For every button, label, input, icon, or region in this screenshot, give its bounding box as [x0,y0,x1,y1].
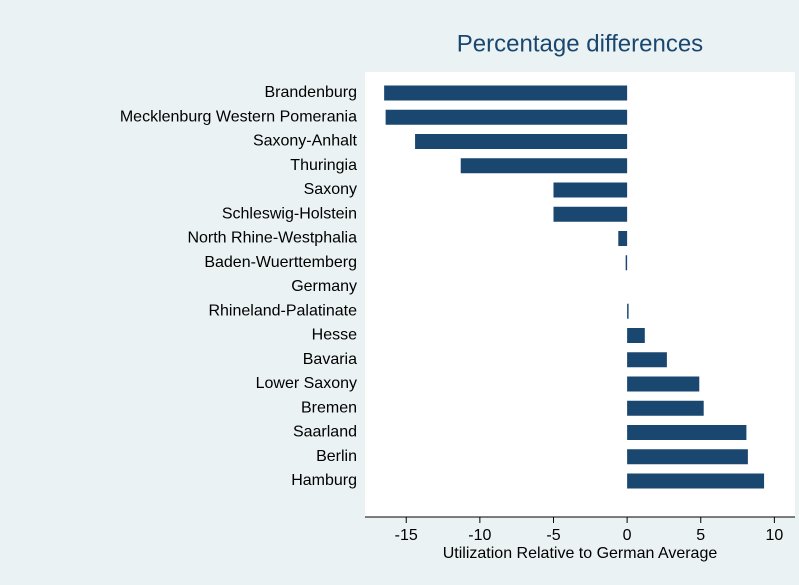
x-tick-label: -5 [546,527,560,544]
x-tick-label: -10 [468,527,491,544]
bar [627,473,765,489]
y-tick-label: Saxony [304,181,357,198]
bar [553,206,628,222]
bar [415,134,628,149]
y-tick-label: Saarland [293,424,357,441]
y-tick-label: Germany [291,278,357,295]
y-tick-label: Rhineland-Palatinate [208,302,357,319]
bar [627,303,629,319]
x-tick-label: -15 [395,527,418,544]
y-tick-label: Bavaria [303,351,357,368]
x-tick-label: 10 [765,527,783,544]
x-tick-label: 0 [623,527,632,544]
y-tick-label: Baden-Wuerttemberg [204,254,357,271]
bar [627,449,748,465]
bar [627,425,747,440]
x-tick-label: 5 [696,527,705,544]
bar [625,255,628,271]
bar [627,376,700,392]
y-tick-label: Lower Saxony [256,375,357,392]
bar [460,158,628,174]
bar [627,400,704,416]
y-tick-label: Berlin [316,448,357,465]
y-tick-label: Schleswig-Holstein [222,205,357,222]
y-tick-label: Saxony-Anhalt [253,133,358,150]
bar [618,231,628,246]
y-tick-label: North Rhine-Westphalia [187,230,357,247]
y-tick-label: Thuringia [290,157,357,174]
chart-title: Percentage differences [457,30,703,57]
bar [553,182,628,198]
bar [384,85,628,101]
y-tick-label: Hamburg [291,472,357,489]
bar [627,352,667,368]
bar [627,328,645,343]
y-tick-label: Brandenburg [264,84,357,101]
y-tick-label: Mecklenburg Western Pomerania [120,108,357,125]
y-tick-label: Bremen [301,399,357,416]
bar [385,109,628,125]
x-axis-label: Utilization Relative to German Average [443,545,718,562]
y-tick-label: Hesse [312,327,357,344]
